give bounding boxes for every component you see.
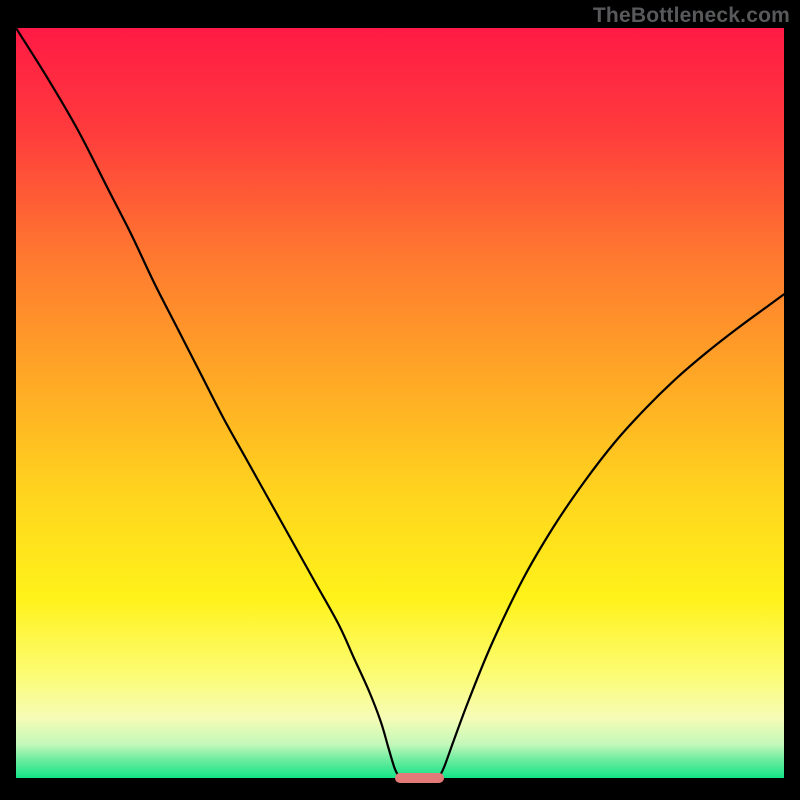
watermark-text: TheBottleneck.com [593,4,790,28]
chart-frame: TheBottleneck.com [0,0,800,800]
plot-svg [16,28,784,778]
plot-area [16,28,784,778]
minimum-marker [395,773,444,783]
gradient-background [16,28,784,778]
